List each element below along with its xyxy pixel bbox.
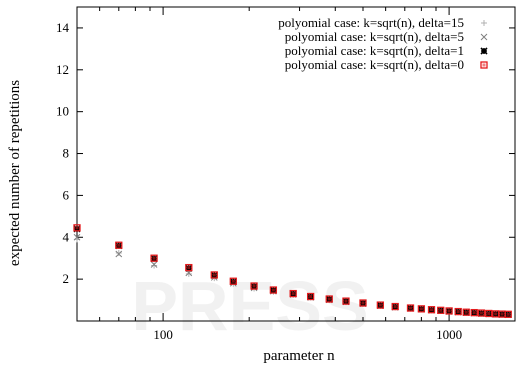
- plot-frame: [76, 6, 516, 322]
- data-point-fill: [419, 307, 423, 311]
- data-point-fill: [447, 309, 451, 313]
- y-tick-label: 8: [63, 146, 70, 161]
- legend-label: polyomial case: k=sqrt(n), delta=0: [285, 57, 464, 72]
- data-point-fill: [487, 311, 491, 315]
- x-axis-label: parameter n: [263, 348, 335, 364]
- svg-text:PRESS: PRESS: [131, 267, 368, 345]
- y-tick-label: 4: [63, 229, 70, 244]
- data-point: [115, 249, 122, 256]
- data-point-fill: [327, 297, 331, 301]
- data-point-fill: [231, 279, 235, 283]
- data-point-fill: [472, 311, 476, 315]
- data-point-fill: [212, 273, 216, 277]
- data-point: [150, 254, 158, 262]
- data-point: [406, 304, 415, 312]
- data-point-fill: [439, 308, 443, 312]
- data-point-fill: [430, 308, 434, 312]
- y-tick-label: 12: [56, 62, 69, 77]
- data-point-fill: [506, 312, 510, 316]
- data-point-fill: [500, 312, 504, 316]
- data-point: [417, 305, 426, 313]
- data-point-fill: [378, 303, 382, 307]
- legend-marker: [480, 61, 488, 69]
- data-point: [376, 301, 385, 309]
- data-point: [504, 310, 512, 318]
- data-point: [185, 270, 192, 277]
- data-point-fill: [309, 295, 313, 299]
- y-tick-label: 6: [63, 187, 70, 202]
- data-point: [115, 241, 123, 249]
- legend-label: polyomial case: k=sqrt(n), delta=15: [278, 15, 464, 30]
- y-axis-label: expected number of repetitions: [7, 80, 23, 266]
- data-point: [210, 271, 218, 279]
- y-tick-label: 10: [56, 104, 69, 119]
- legend-marker: [480, 33, 488, 41]
- x-tick-label: 100: [153, 327, 173, 342]
- x-tick-label: 1000: [436, 327, 462, 342]
- data-point: [289, 289, 297, 298]
- data-point: [437, 306, 445, 314]
- data-point: [445, 307, 453, 315]
- data-point: [73, 233, 81, 241]
- data-point-fill: [464, 310, 468, 314]
- data-point: [73, 224, 81, 232]
- data-point-fill: [344, 299, 348, 303]
- data-point: [151, 262, 158, 269]
- data-point: [485, 309, 493, 318]
- data-point: [306, 292, 315, 301]
- legend: polyomial case: k=sqrt(n), delta=15polyo…: [278, 15, 488, 72]
- data-point: [250, 282, 258, 290]
- data-point-fill: [252, 284, 256, 288]
- legend-label: polyomial case: k=sqrt(n), delta=5: [285, 29, 464, 44]
- y-tick-label: 14: [56, 20, 70, 35]
- legend-marker: [481, 20, 487, 26]
- data-point: [150, 261, 158, 268]
- data-point: [185, 263, 193, 272]
- data-point-fill: [271, 288, 275, 292]
- data-point-fill: [456, 310, 460, 314]
- data-point-fill: [187, 266, 191, 270]
- data-point-fill: [291, 292, 295, 296]
- data-point: [477, 309, 486, 317]
- legend-marker: [480, 47, 488, 55]
- data-point: [462, 308, 470, 316]
- data-point: [342, 297, 350, 305]
- data-point: [391, 302, 399, 311]
- data-point-fill: [361, 301, 365, 305]
- watermark: PRESS: [131, 267, 368, 345]
- data-point: [269, 286, 278, 294]
- data-point: [115, 250, 123, 258]
- legend-label: polyomial case: k=sqrt(n), delta=1: [285, 43, 464, 58]
- legend-marker-fill: [482, 63, 486, 67]
- data-point: [325, 295, 333, 303]
- y-tick-label: 2: [63, 271, 70, 286]
- data-point: [359, 299, 367, 307]
- data-point-fill: [117, 243, 121, 247]
- data-point-fill: [479, 311, 483, 315]
- data-point: [470, 308, 478, 317]
- data-point-fill: [409, 306, 413, 310]
- data-point-fill: [494, 312, 498, 316]
- data-point-fill: [393, 305, 397, 309]
- data-point-fill: [152, 256, 156, 260]
- data-point: [454, 307, 462, 316]
- series-4: [73, 224, 512, 318]
- data-point: [427, 306, 436, 314]
- data-point-fill: [75, 226, 79, 230]
- data-point: [229, 277, 237, 285]
